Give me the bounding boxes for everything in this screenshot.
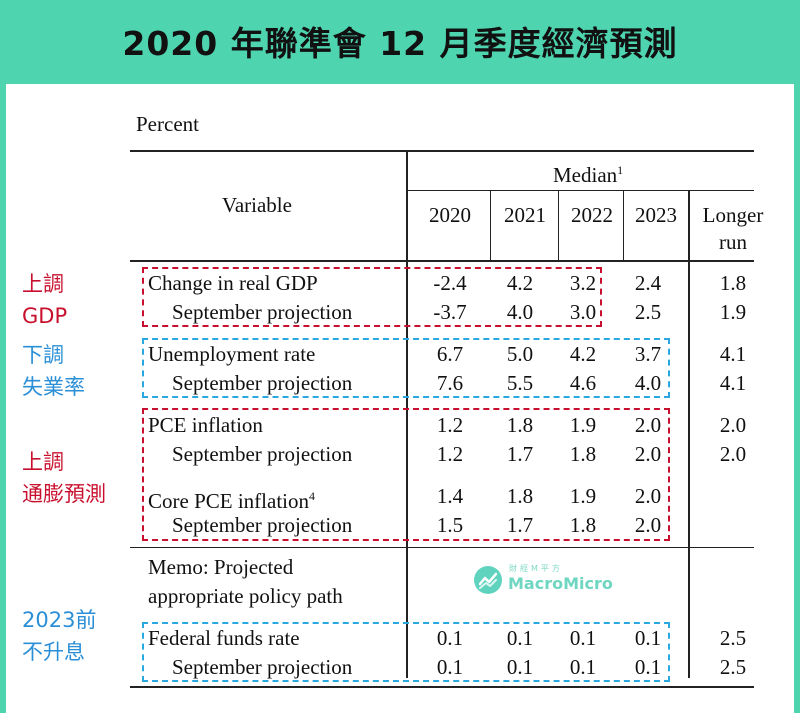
- content-panel: [6, 84, 794, 713]
- watermark-subtitle: 財經M平方: [509, 564, 563, 573]
- cell-value: 0.1: [569, 626, 597, 650]
- cell-longer-run: 2.5: [719, 626, 747, 650]
- divider-longer-run: [688, 190, 690, 678]
- cell-value: 1.4: [436, 484, 464, 508]
- footnote-marker: 4: [309, 489, 315, 503]
- row-label: September projection: [172, 513, 353, 537]
- row-label: PCE inflation: [148, 413, 263, 437]
- median-footnote: 1: [617, 163, 624, 177]
- variable-label: Variable: [222, 193, 292, 217]
- cell-longer-run: 2.0: [719, 413, 747, 437]
- cell-value: 2.5: [634, 300, 662, 324]
- highlight-box-gdp: [142, 267, 602, 327]
- cell-value: 7.6: [436, 371, 464, 395]
- highlight-box-inflation: [142, 408, 670, 541]
- cell-value: 1.7: [506, 442, 534, 466]
- row-label: Unemployment rate: [148, 342, 316, 366]
- cell-longer-run: 2.0: [719, 442, 747, 466]
- memo-line-1: Memo: Projected: [148, 555, 294, 579]
- cell-longer-run: 4.1: [719, 342, 747, 366]
- watermark-logo: 財經M平方 MacroMicro: [474, 564, 634, 596]
- cell-longer-run: 1.9: [719, 300, 747, 324]
- year-2020: 2020: [429, 203, 471, 227]
- divider-2022: [623, 190, 624, 260]
- cell-value: 0.1: [569, 655, 597, 679]
- divider-2021: [558, 190, 559, 260]
- percent-label: Percent: [136, 112, 199, 136]
- cell-longer-run: 2.5: [719, 655, 747, 679]
- cell-value: 0.1: [436, 626, 464, 650]
- row-label: September projection: [172, 442, 353, 466]
- year-2022: 2022: [571, 203, 613, 227]
- cell-value: 4.6: [569, 371, 597, 395]
- cell-value: 6.7: [436, 342, 464, 366]
- cell-value: 5.5: [506, 371, 534, 395]
- median-label: Median1: [553, 163, 624, 187]
- cell-value: 1.9: [569, 413, 597, 437]
- longer-run-label-1: Longer: [702, 203, 764, 227]
- watermark-name: MacroMicro: [508, 574, 613, 593]
- row-label: September projection: [172, 655, 353, 679]
- cell-value: 3.2: [569, 271, 597, 295]
- annotation-unemployment: 下調 失業率: [22, 343, 85, 399]
- cell-value: -3.7: [433, 300, 467, 324]
- rule-median: [408, 190, 754, 191]
- page-title: 2020 年聯準會 12 月季度經濟預測: [122, 24, 678, 63]
- cell-value: 0.1: [436, 655, 464, 679]
- annotation-gdp: 上調 GDP: [22, 272, 68, 328]
- cell-value: 1.8: [569, 442, 597, 466]
- cell-value: 1.2: [436, 413, 464, 437]
- cell-value: 5.0: [506, 342, 534, 366]
- cell-longer-run: 1.8: [719, 271, 747, 295]
- cell-value: 2.0: [634, 442, 662, 466]
- cell-value: 1.8: [506, 413, 534, 437]
- row-label: Federal funds rate: [148, 626, 300, 650]
- macromicro-logo-icon: [474, 566, 502, 594]
- cell-value: 0.1: [634, 626, 662, 650]
- cell-value: 1.9: [569, 484, 597, 508]
- cell-value: 2.0: [634, 413, 662, 437]
- cell-value: 1.8: [506, 484, 534, 508]
- cell-value: 3.7: [634, 342, 662, 366]
- longer-run-label-2: run: [719, 230, 747, 254]
- highlight-box-fed-funds: [142, 622, 670, 682]
- annotation-inflation: 上調 通膨預測: [22, 450, 106, 506]
- year-2021: 2021: [504, 203, 546, 227]
- cell-value: 1.2: [436, 442, 464, 466]
- cell-value: 2.0: [634, 484, 662, 508]
- rule-bottom: [130, 686, 754, 688]
- year-2023: 2023: [635, 203, 677, 227]
- cell-value: 4.0: [506, 300, 534, 324]
- cell-value: 2.0: [634, 513, 662, 537]
- memo-line-2: appropriate policy path: [148, 584, 343, 608]
- rule-header: [130, 260, 754, 262]
- cell-value: 1.5: [436, 513, 464, 537]
- annotation-rate: 2023前 不升息: [22, 608, 97, 664]
- row-label: Change in real GDP: [148, 271, 318, 295]
- cell-value: 4.0: [634, 371, 662, 395]
- cell-value: 0.1: [506, 626, 534, 650]
- cell-value: 4.2: [506, 271, 534, 295]
- divider-variable: [406, 150, 408, 678]
- cell-value: 0.1: [506, 655, 534, 679]
- cell-value: 0.1: [634, 655, 662, 679]
- cell-value: 3.0: [569, 300, 597, 324]
- cell-value: 2.4: [634, 271, 662, 295]
- row-label: September projection: [172, 300, 353, 324]
- row-label: September projection: [172, 371, 353, 395]
- rule-memo: [130, 547, 754, 548]
- cell-value: 1.7: [506, 513, 534, 537]
- row-label: Core PCE inflation4: [148, 489, 315, 513]
- cell-value: 1.8: [569, 513, 597, 537]
- rule-top: [130, 150, 754, 152]
- divider-2020: [490, 190, 491, 260]
- highlight-box-unemployment: [142, 338, 670, 398]
- cell-value: 4.2: [569, 342, 597, 366]
- cell-value: -2.4: [433, 271, 467, 295]
- cell-longer-run: 4.1: [719, 371, 747, 395]
